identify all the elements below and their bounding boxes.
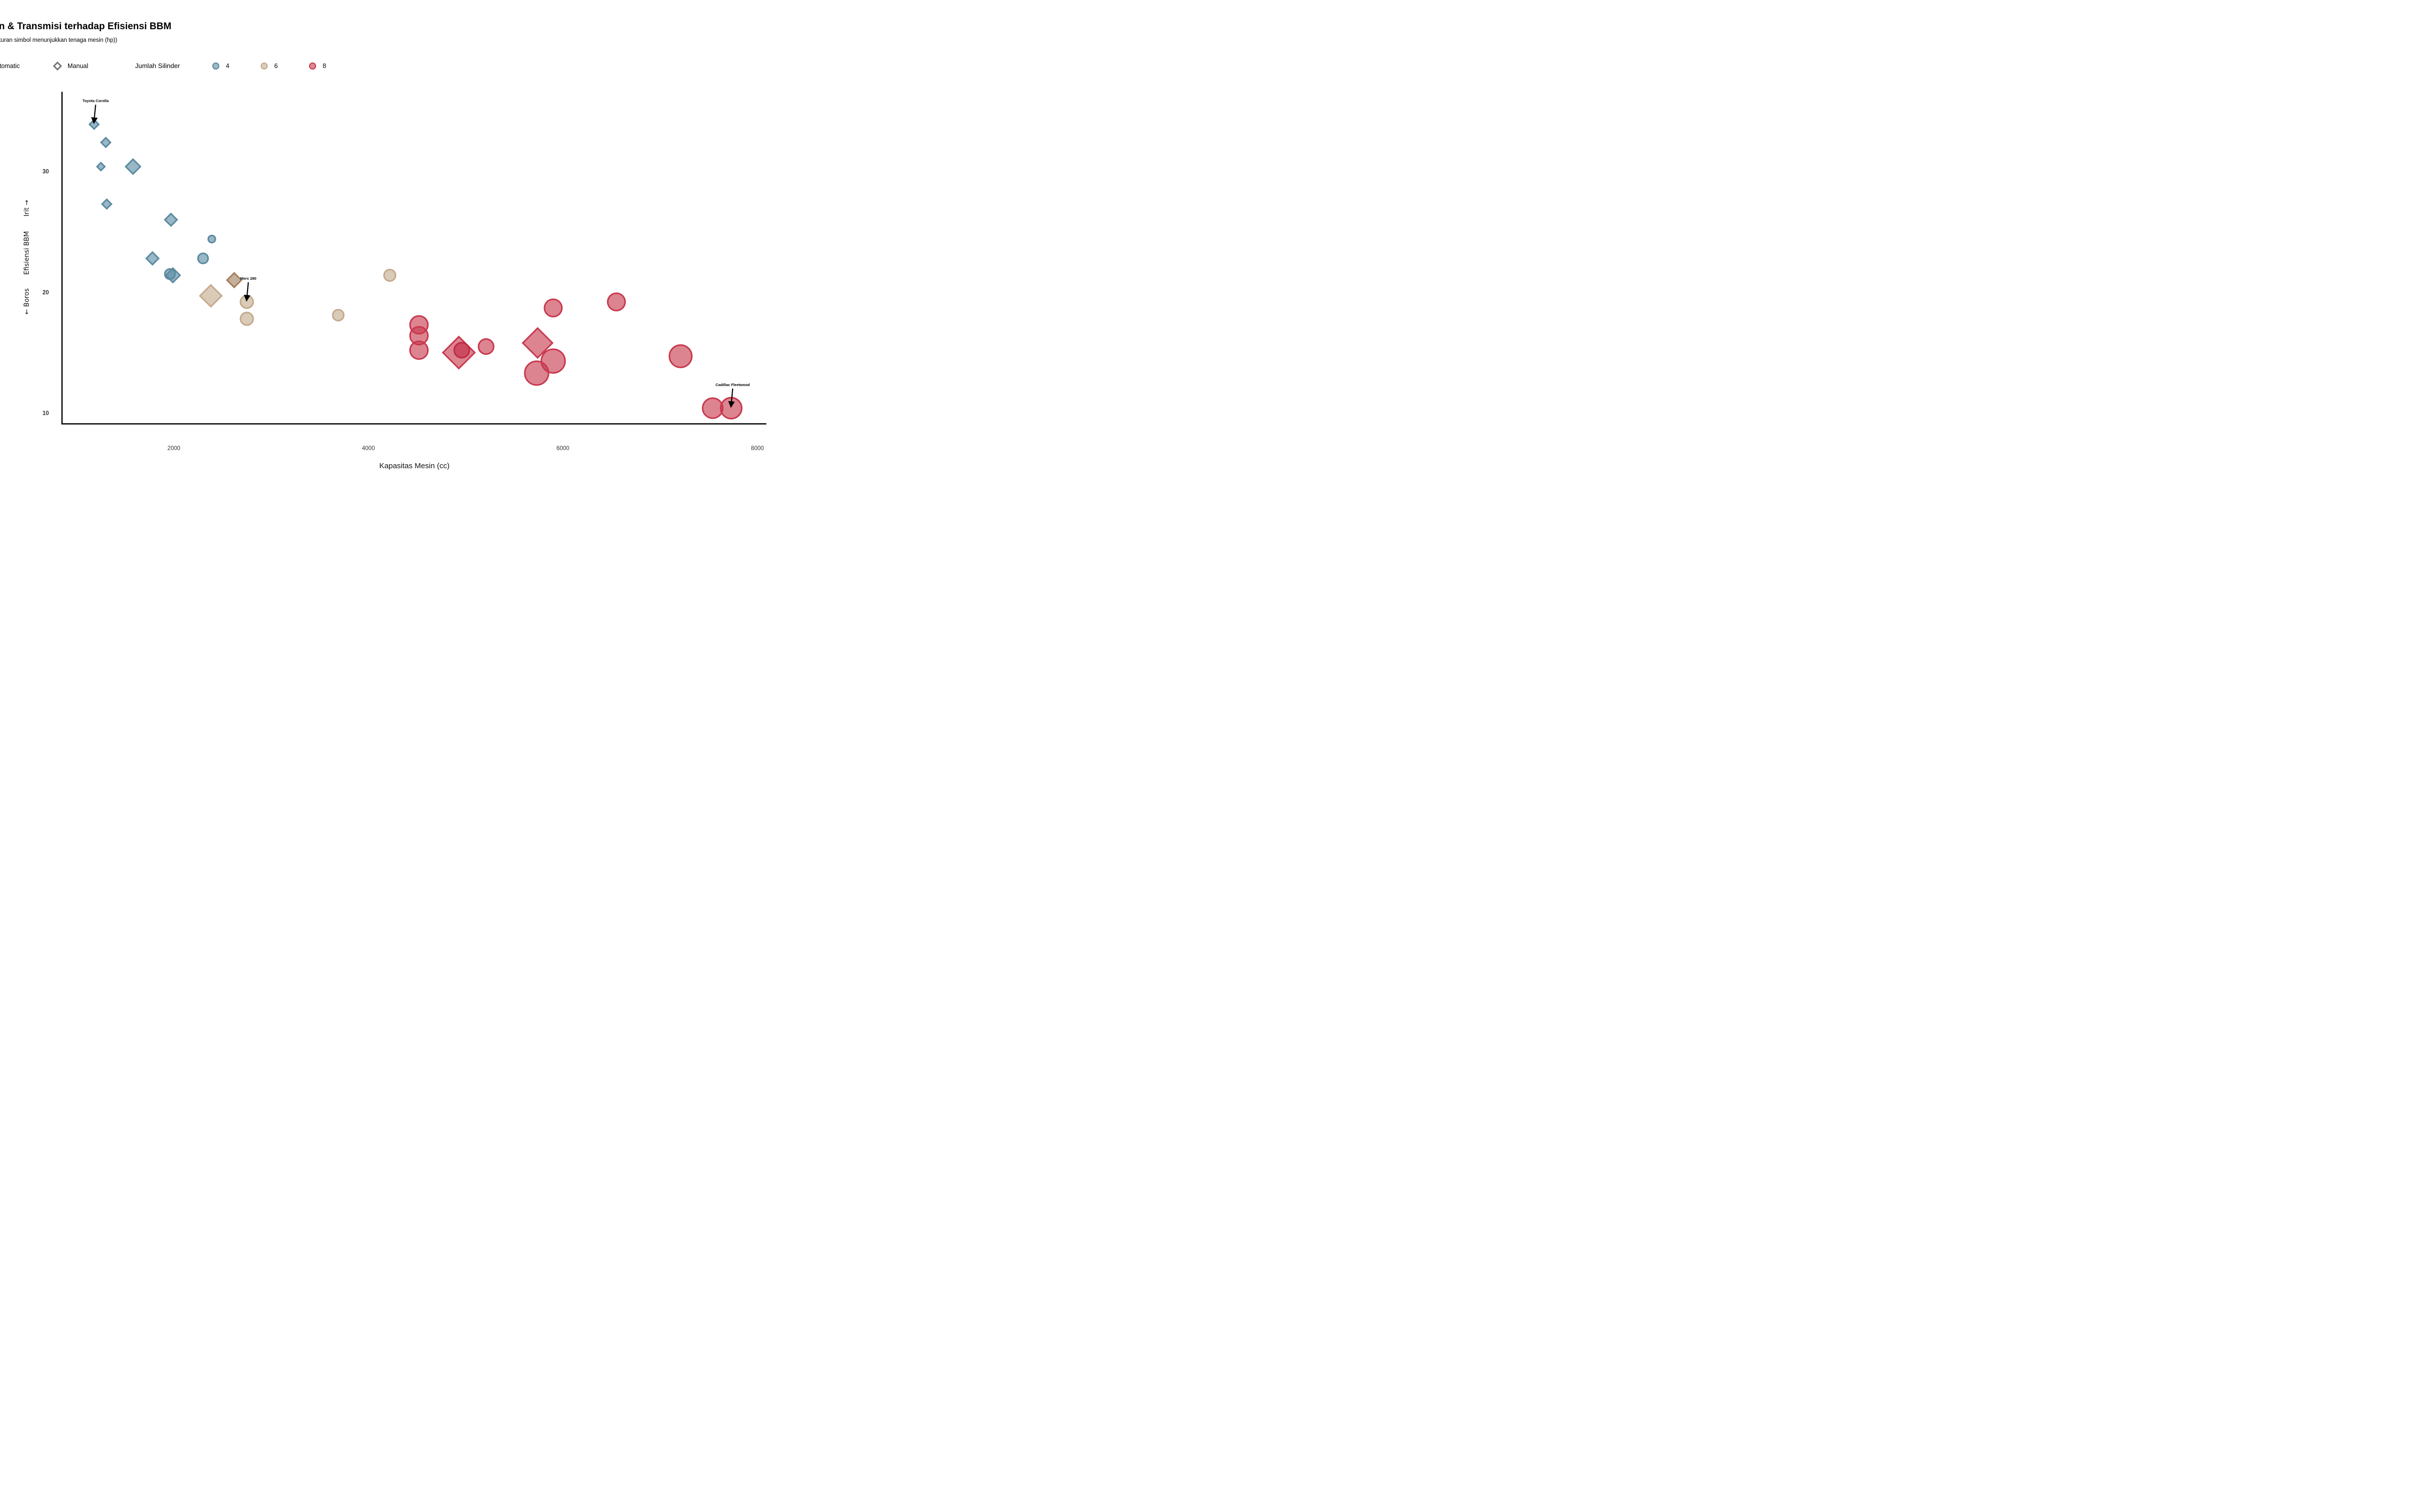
point-cyl8-circle-7 [477, 338, 495, 355]
legend-item-cyl-4: 4 [211, 59, 229, 73]
point-cyl6-circle-5 [332, 308, 345, 322]
legend-item-manual: Manual [52, 59, 88, 73]
point-cyl4-diamond-3 [125, 158, 142, 175]
annotation-label-2: Cadillac Fleetwood [715, 383, 750, 387]
legend: utomatic Manual Jumlah Silinder 4 6 8 [0, 59, 780, 73]
y-axis-label-high: Irit → [23, 200, 31, 216]
legend-label-automatic: utomatic [0, 62, 20, 70]
legend-label-cyl-6: 6 [274, 62, 278, 70]
y-tick-label-10: 10 [42, 410, 49, 416]
circle-icon [309, 62, 316, 70]
point-cyl6-circle-4 [239, 311, 254, 326]
point-cyl8-circle-4 [409, 340, 429, 360]
chart-page: sin & Transmisi terhadap Efisiensi BBM k… [0, 0, 780, 488]
annotation-arrow-2 [728, 388, 735, 408]
circle-icon [212, 62, 219, 70]
data-marks [88, 118, 743, 420]
point-cyl4-diamond-1 [100, 137, 112, 149]
point-cyl8-circle-10 [524, 360, 550, 386]
y-tick-label-20: 20 [42, 290, 49, 296]
y-tick-label-30: 30 [42, 169, 49, 175]
point-cyl4-diamond-7 [145, 251, 160, 266]
point-cyl4-circle-10 [164, 268, 176, 280]
point-cyl4-circle-6 [207, 234, 216, 243]
x-tick-label-4000: 4000 [362, 446, 375, 452]
legend-item-cyl-8: 8 [308, 59, 326, 73]
legend-item-cyl-6: 6 [259, 59, 278, 73]
annotation-label-0: Toyota Corolla [83, 99, 109, 103]
annotation-label-1: Merc 280 [240, 276, 256, 281]
point-cyl4-circle-8 [197, 253, 209, 265]
x-tick-label-6000: 6000 [557, 446, 570, 452]
point-cyl4-diamond-2 [96, 161, 106, 172]
point-cyl6-circle-1 [383, 269, 397, 282]
point-cyl8-circle-1 [607, 292, 626, 311]
legend-label-cyl-8: 8 [323, 62, 326, 70]
legend-title-cylinders: Jumlah Silinder [135, 62, 180, 70]
point-cyl8-circle-11 [669, 344, 693, 368]
y-axis-title: Efisiensi BBM [23, 231, 31, 275]
point-cyl4-diamond-4 [101, 198, 113, 210]
point-cyl8-diamond-8 [521, 327, 554, 359]
point-cyl4-diamond-5 [163, 212, 178, 227]
x-tick-label-2000: 2000 [167, 446, 180, 452]
annotation-arrow-0 [91, 104, 98, 124]
chart-subtitle: kuran simbol menunjukkan tenaga mesin (h… [0, 37, 117, 43]
diamond-icon [52, 61, 63, 71]
legend-label-manual: Manual [68, 62, 88, 70]
chart-title: sin & Transmisi terhadap Efisiensi BBM [0, 21, 171, 32]
point-cyl8-circle-12 [702, 397, 724, 419]
legend-label-cyl-4: 4 [226, 62, 229, 70]
point-cyl6-diamond-0 [226, 272, 243, 289]
point-cyl8-circle-6 [453, 342, 470, 359]
y-ticks: 10 20 30 [42, 169, 49, 416]
point-cyl8-circle-0 [543, 298, 563, 318]
point-cyl8-circle-13 [719, 397, 743, 420]
x-axis-title: Kapasitas Mesin (cc) [379, 462, 449, 470]
scatter-plot: Toyota Corolla Merc 280 Cadillac Fleetwood… [23, 92, 766, 470]
x-tick-label-8000: 8000 [751, 446, 764, 452]
annotation-arrow-1 [244, 282, 251, 302]
circle-icon [261, 62, 268, 70]
y-axis-label-low: ← Boros [23, 288, 31, 314]
x-ticks: 2000 4000 6000 8000 [167, 446, 764, 452]
point-cyl4-diamond-0 [88, 118, 100, 131]
point-cyl6-diamond-2 [199, 284, 223, 308]
legend-item-automatic: utomatic [0, 59, 20, 73]
annotations: Toyota Corolla Merc 280 Cadillac Fleetwood [83, 99, 750, 408]
